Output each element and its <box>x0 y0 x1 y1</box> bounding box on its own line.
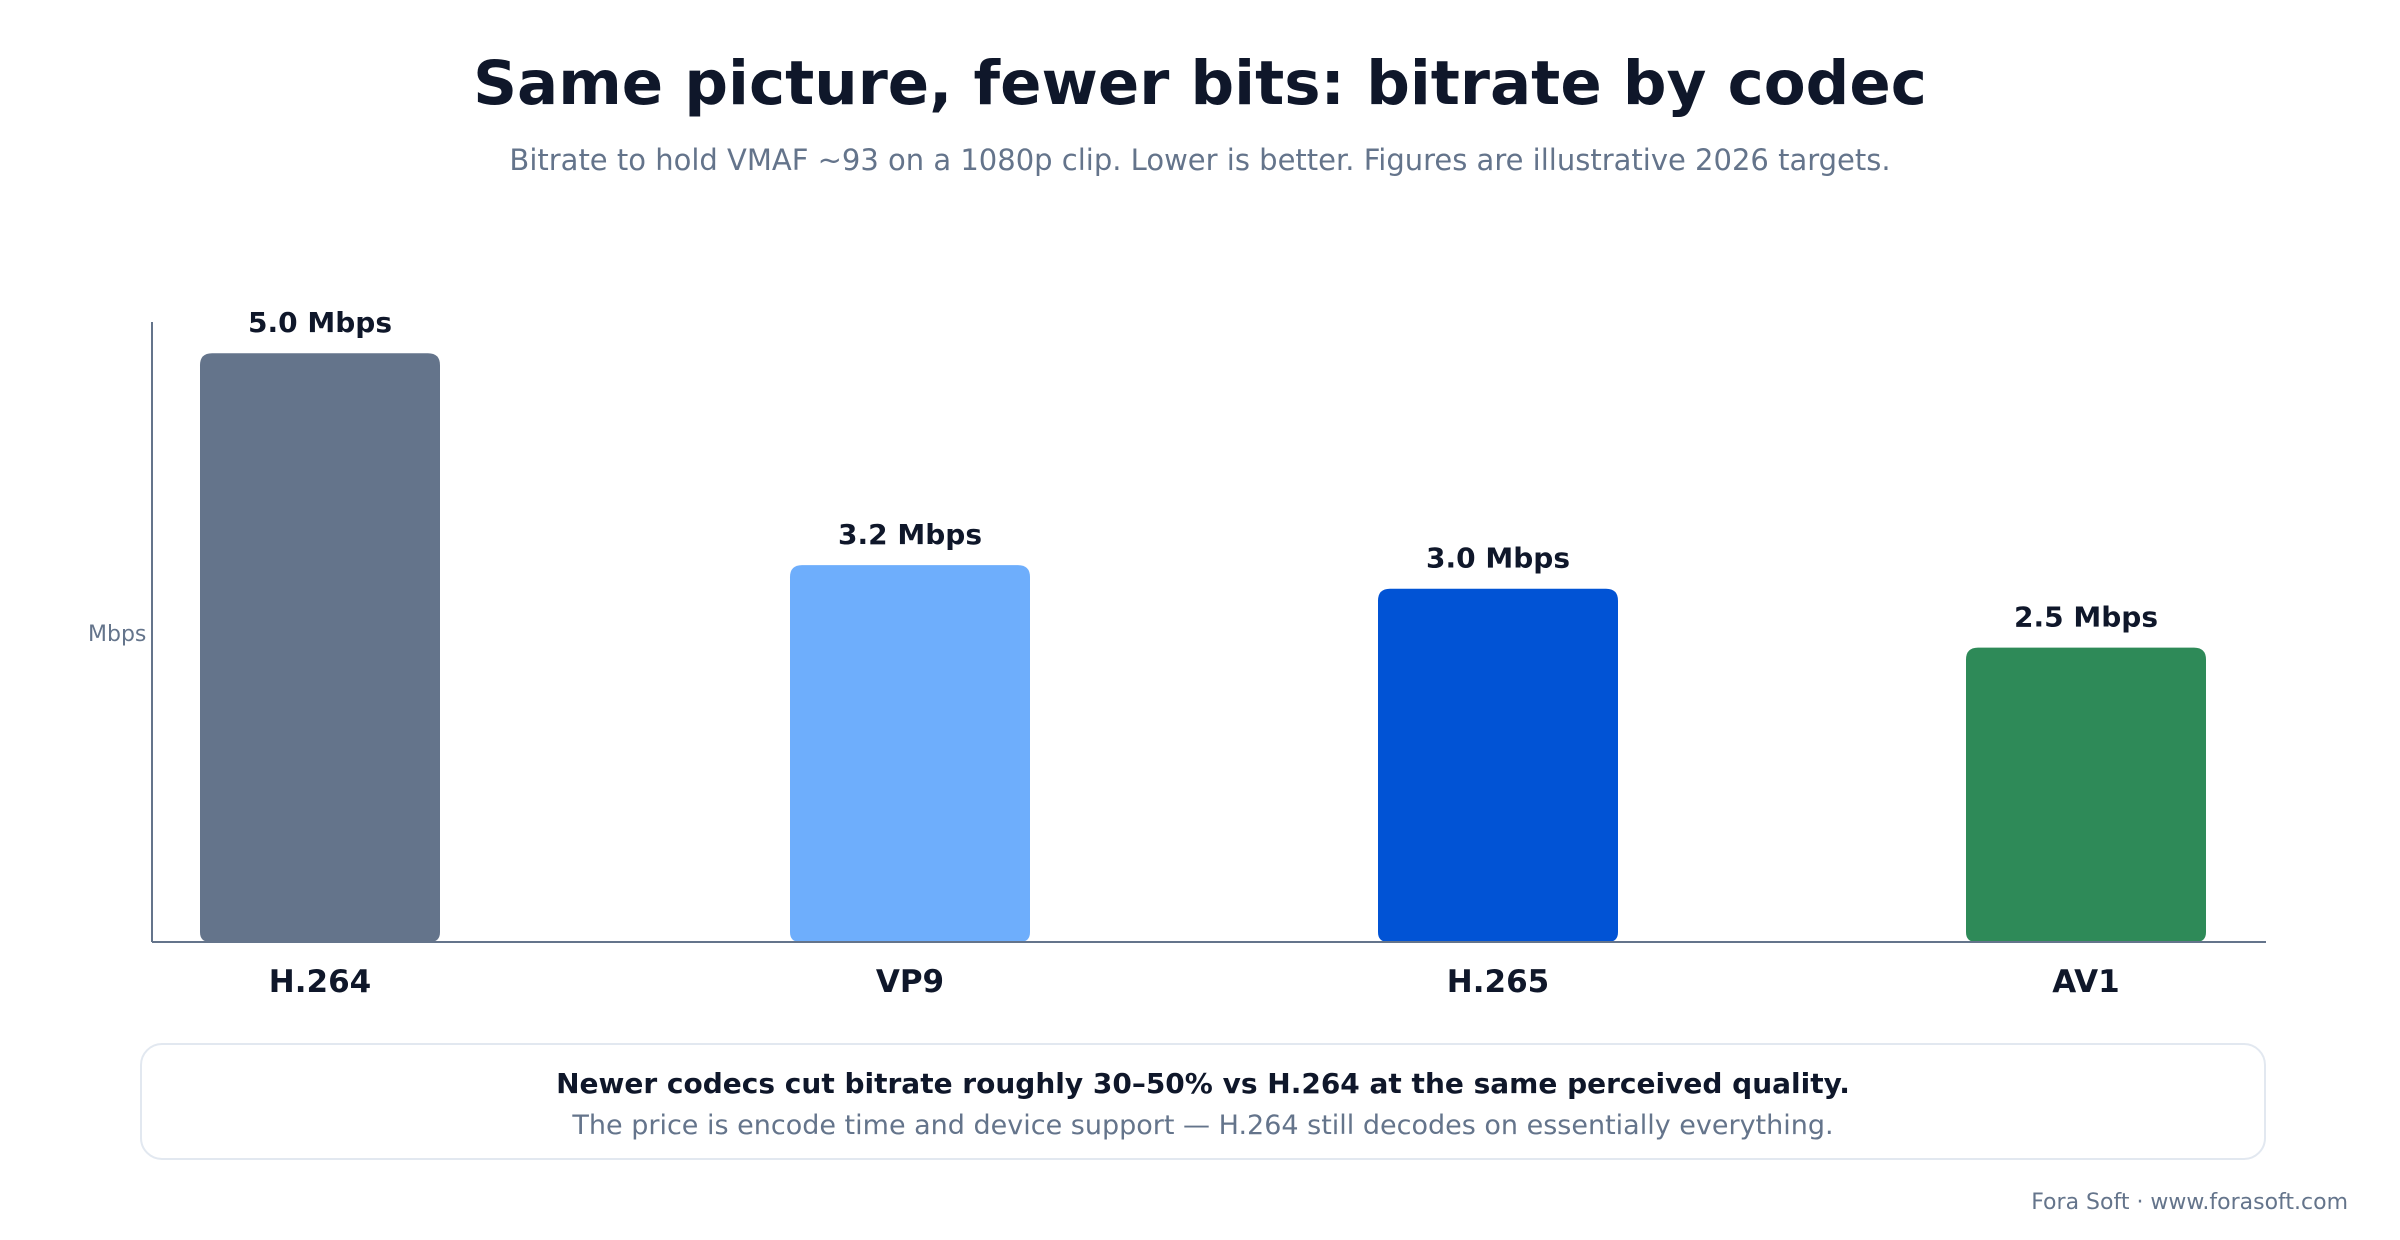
y-axis-label: Mbps <box>88 622 146 647</box>
bar-av1 <box>1966 647 2206 942</box>
bar-h264 <box>200 353 440 942</box>
bar-value-label: 5.0 Mbps <box>248 306 392 339</box>
takeaway-detail: The price is encode time and device supp… <box>572 1110 1834 1141</box>
bar-value-label: 3.2 Mbps <box>838 518 982 551</box>
chart-title: Same picture, fewer bits: bitrate by cod… <box>473 48 1927 119</box>
x-tick-label: H.265 <box>1447 964 1549 1000</box>
x-tick-label: VP9 <box>876 964 944 1000</box>
footer-credit: Fora Soft · www.forasoft.com <box>2031 1190 2348 1215</box>
bar-h265 <box>1378 588 1618 942</box>
bar-vp9 <box>790 565 1030 942</box>
x-tick-label: H.264 <box>269 964 371 1000</box>
takeaway-headline: Newer codecs cut bitrate roughly 30–50% … <box>556 1067 1850 1100</box>
x-tick-label: AV1 <box>2052 964 2119 1000</box>
bar-value-label: 3.0 Mbps <box>1426 542 1570 575</box>
chart-subtitle: Bitrate to hold VMAF ~93 on a 1080p clip… <box>509 143 1891 177</box>
bar-value-label: 2.5 Mbps <box>2014 601 2158 634</box>
takeaway-box: Newer codecs cut bitrate roughly 30–50% … <box>140 1043 2266 1160</box>
bar-chart: 5.0 Mbps H.264 3.2 Mbps VP9 3.0 Mbps H.265 2.5… <box>88 306 2266 1000</box>
